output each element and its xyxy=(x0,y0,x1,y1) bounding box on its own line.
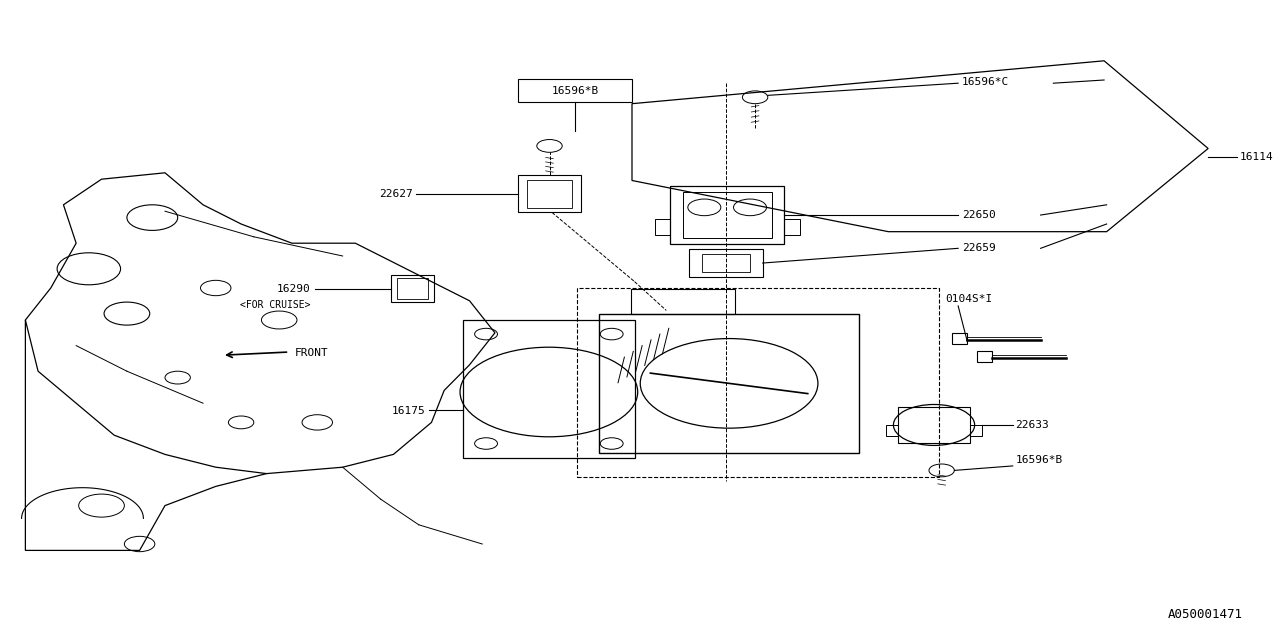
Bar xyxy=(390,275,434,302)
Bar xyxy=(577,288,940,477)
Bar xyxy=(463,320,635,458)
Bar xyxy=(899,407,969,443)
Bar xyxy=(682,192,772,238)
Text: 16175: 16175 xyxy=(392,406,425,416)
Text: 16596*C: 16596*C xyxy=(963,77,1009,87)
Bar xyxy=(518,79,632,102)
Bar xyxy=(655,219,669,235)
Bar xyxy=(977,351,992,362)
Bar xyxy=(785,219,800,235)
Bar xyxy=(526,180,572,208)
Bar xyxy=(631,289,735,314)
Text: 22627: 22627 xyxy=(379,189,412,199)
Bar xyxy=(701,254,750,272)
Text: 16596*B: 16596*B xyxy=(552,86,599,96)
Text: <FOR CRUISE>: <FOR CRUISE> xyxy=(241,300,311,310)
Bar xyxy=(952,333,966,344)
Bar xyxy=(689,249,763,277)
Text: 22650: 22650 xyxy=(963,210,996,220)
Text: 22659: 22659 xyxy=(963,243,996,253)
Text: 16596*B: 16596*B xyxy=(1015,454,1062,465)
Text: FRONT: FRONT xyxy=(294,348,328,358)
Text: 16290: 16290 xyxy=(278,284,311,294)
Bar xyxy=(969,425,982,436)
Bar xyxy=(518,175,581,212)
Text: 0104S*I: 0104S*I xyxy=(946,294,993,304)
Text: A050001471: A050001471 xyxy=(1167,608,1243,621)
Text: 22633: 22633 xyxy=(1015,420,1050,430)
Bar xyxy=(599,314,859,453)
Bar xyxy=(886,425,899,436)
Bar xyxy=(397,278,428,299)
Text: 16114: 16114 xyxy=(1240,152,1274,162)
